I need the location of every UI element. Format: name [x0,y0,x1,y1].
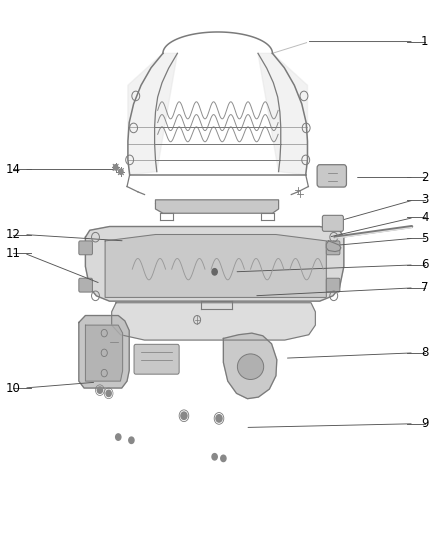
Polygon shape [79,316,129,388]
Circle shape [129,437,134,443]
Polygon shape [85,227,344,301]
Circle shape [106,390,111,397]
Text: 8: 8 [421,346,428,359]
Text: 12: 12 [6,228,21,241]
Circle shape [221,455,226,462]
Text: 5: 5 [421,232,428,245]
FancyBboxPatch shape [317,165,346,187]
Circle shape [216,415,222,422]
Text: 7: 7 [421,281,429,294]
Text: 4: 4 [421,211,429,224]
FancyBboxPatch shape [134,344,179,374]
Circle shape [97,387,102,393]
Text: 3: 3 [421,193,428,206]
FancyBboxPatch shape [79,278,92,292]
Circle shape [212,454,217,460]
Polygon shape [155,200,279,213]
Circle shape [212,269,217,275]
Polygon shape [223,333,277,399]
FancyBboxPatch shape [322,215,343,231]
Polygon shape [85,325,123,381]
FancyBboxPatch shape [326,241,340,255]
FancyBboxPatch shape [326,278,340,292]
Polygon shape [258,53,307,175]
Polygon shape [326,241,341,252]
Polygon shape [105,235,326,297]
Text: 9: 9 [421,417,429,430]
Text: 14: 14 [6,163,21,176]
Text: 11: 11 [6,247,21,260]
Ellipse shape [237,354,264,379]
Circle shape [119,169,123,174]
Circle shape [116,434,121,440]
Polygon shape [128,53,177,175]
FancyBboxPatch shape [79,241,92,255]
Circle shape [113,165,118,170]
Text: 6: 6 [421,259,429,271]
Text: 10: 10 [6,382,21,394]
Polygon shape [112,303,315,340]
Text: 1: 1 [421,35,429,48]
Circle shape [181,412,187,419]
Text: 2: 2 [421,171,429,184]
